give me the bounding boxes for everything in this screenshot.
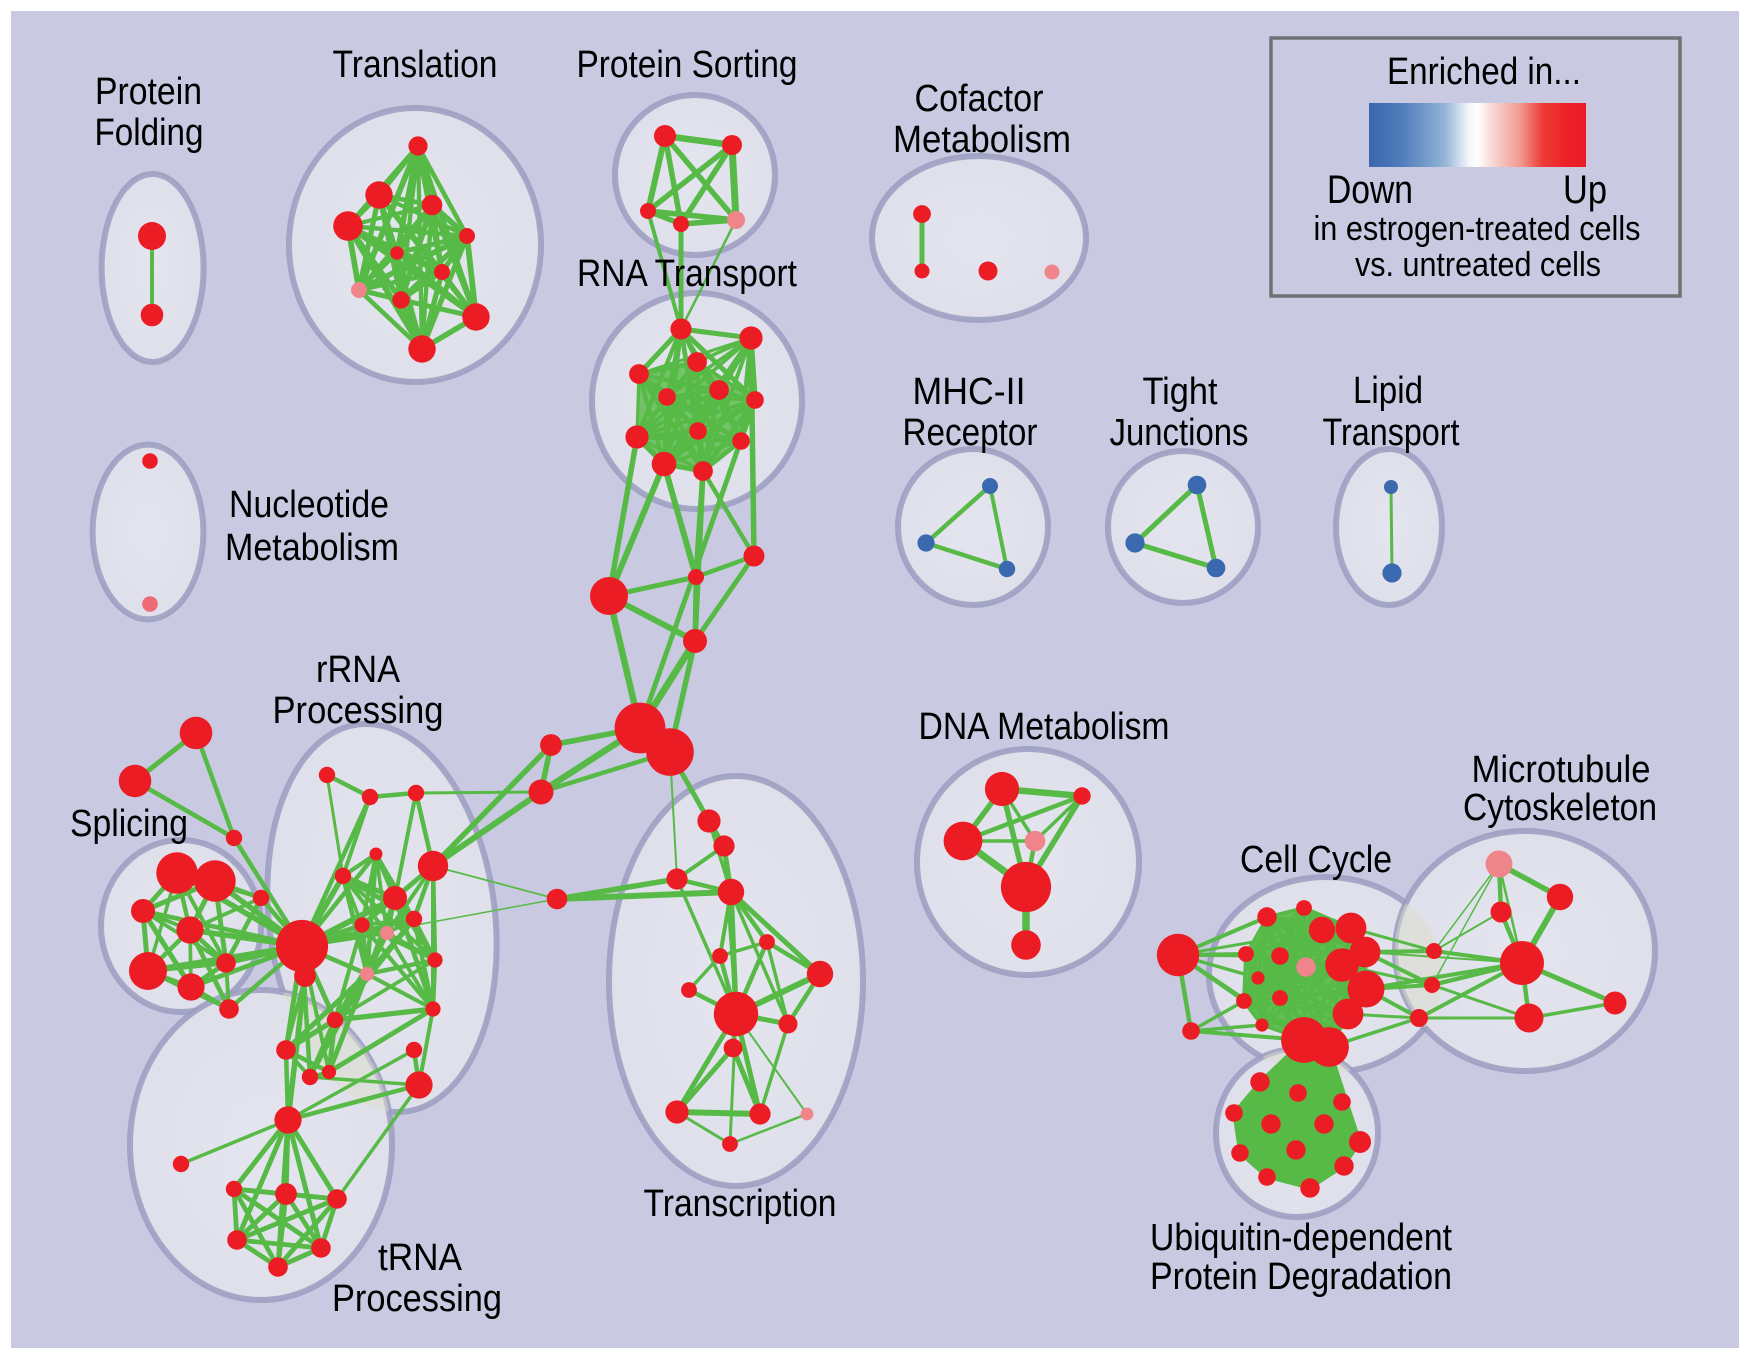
svg-text:Protein Sorting: Protein Sorting <box>577 44 798 86</box>
svg-text:Protein: Protein <box>95 71 202 113</box>
svg-text:Up: Up <box>1563 168 1607 212</box>
svg-text:Lipid: Lipid <box>1353 370 1423 412</box>
svg-text:Nucleotide: Nucleotide <box>229 484 389 526</box>
svg-text:tRNA: tRNA <box>378 1237 463 1279</box>
svg-text:Transcription: Transcription <box>644 1183 837 1225</box>
svg-text:Tight: Tight <box>1143 371 1218 413</box>
svg-text:Ubiquitin-dependent: Ubiquitin-dependent <box>1150 1217 1452 1259</box>
svg-text:Folding: Folding <box>95 112 204 154</box>
svg-text:DNA Metabolism: DNA Metabolism <box>919 706 1170 748</box>
svg-text:Cytoskeleton: Cytoskeleton <box>1463 787 1657 829</box>
svg-text:Metabolism: Metabolism <box>893 119 1071 161</box>
svg-text:RNA Transport: RNA Transport <box>577 253 797 295</box>
svg-text:Down: Down <box>1327 168 1413 212</box>
svg-text:Splicing: Splicing <box>70 803 188 845</box>
svg-text:in estrogen-treated cells: in estrogen-treated cells <box>1314 210 1641 248</box>
svg-text:vs. untreated cells: vs. untreated cells <box>1355 246 1601 284</box>
svg-text:Processing: Processing <box>332 1278 502 1320</box>
svg-text:Metabolism: Metabolism <box>225 527 399 569</box>
svg-text:Enriched in...: Enriched in... <box>1387 51 1581 93</box>
svg-text:Transport: Transport <box>1323 412 1460 454</box>
svg-text:Junctions: Junctions <box>1110 412 1249 454</box>
svg-text:rRNA: rRNA <box>316 649 401 691</box>
svg-text:Protein Degradation: Protein Degradation <box>1150 1256 1452 1298</box>
svg-text:Microtubule: Microtubule <box>1472 749 1651 791</box>
svg-text:Translation: Translation <box>333 44 498 86</box>
svg-text:Cofactor: Cofactor <box>915 78 1044 120</box>
svg-text:Cell Cycle: Cell Cycle <box>1240 839 1392 881</box>
svg-text:MHC-II: MHC-II <box>913 371 1026 413</box>
svg-text:Receptor: Receptor <box>903 412 1038 454</box>
svg-text:Processing: Processing <box>273 690 444 732</box>
